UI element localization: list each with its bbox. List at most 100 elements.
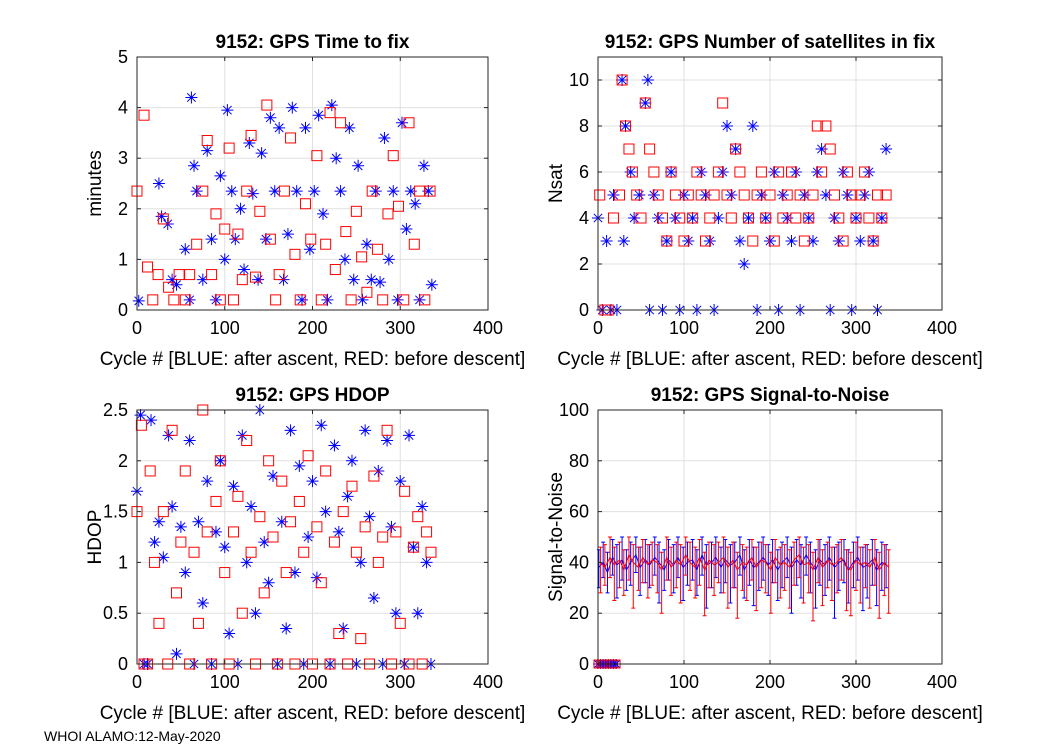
data-point-square xyxy=(179,294,191,306)
data-point-asterisk xyxy=(252,273,265,286)
data-point-square xyxy=(201,526,213,538)
data-point-square xyxy=(254,511,266,523)
data-point-asterisk xyxy=(352,159,365,172)
error-bar xyxy=(688,541,693,591)
error-bar xyxy=(872,539,877,586)
data-point-square xyxy=(302,450,314,462)
y-tick-label: 2 xyxy=(118,199,128,219)
data-point-square xyxy=(368,470,380,482)
data-point-asterisk xyxy=(686,212,699,224)
data-point-asterisk xyxy=(854,235,867,247)
data-point-square xyxy=(324,107,336,119)
data-point-asterisk xyxy=(134,409,147,422)
y-tick-label: 1 xyxy=(118,249,128,269)
data-point-square xyxy=(276,475,288,487)
y-tick-label: 80 xyxy=(569,451,589,471)
error-bar xyxy=(693,546,698,599)
data-point-asterisk xyxy=(240,556,253,569)
data-point-square xyxy=(144,465,156,477)
data-point-square xyxy=(794,189,806,201)
y-tick-label: 40 xyxy=(569,552,589,572)
x-tick-label: 400 xyxy=(473,672,503,692)
data-point-asterisk xyxy=(725,189,738,201)
y-tick-label: 4 xyxy=(118,98,128,118)
data-point-asterisk xyxy=(170,278,183,291)
data-point-square xyxy=(644,143,656,155)
data-point-asterisk xyxy=(290,185,303,198)
error-bar xyxy=(614,544,619,599)
data-point-asterisk xyxy=(660,235,673,247)
data-point-square xyxy=(768,235,780,247)
x-tick-label: 300 xyxy=(841,672,871,692)
data-point-square xyxy=(841,166,853,178)
data-point-square xyxy=(294,294,306,306)
data-point-asterisk xyxy=(802,212,815,224)
data-point-square xyxy=(366,185,378,197)
data-point-asterisk xyxy=(682,235,695,247)
data-point-square xyxy=(747,235,759,247)
data-point-asterisk xyxy=(633,189,646,201)
data-point-asterisk xyxy=(249,607,262,620)
data-point-square xyxy=(192,617,204,629)
error-bar xyxy=(659,551,664,614)
data-point-asterisk xyxy=(729,143,742,155)
data-point-square xyxy=(657,212,668,224)
y-axis-label: HDOP xyxy=(85,510,106,565)
data-point-asterisk xyxy=(367,591,380,604)
data-point-square xyxy=(377,531,389,543)
data-point-asterisk xyxy=(190,185,203,198)
data-point-asterisk xyxy=(152,515,165,528)
data-point-asterisk xyxy=(738,258,751,270)
chart-panel-4: 0 100 200 300 400 0 20 40 60 80 100 9152: GPS Signa… xyxy=(546,385,983,724)
data-point-asterisk xyxy=(628,212,641,224)
data-point-square xyxy=(639,97,651,109)
data-point-asterisk xyxy=(328,439,341,452)
data-point-asterisk xyxy=(315,419,328,432)
data-point-asterisk xyxy=(832,235,845,247)
data-point-square xyxy=(781,189,793,201)
data-point-square xyxy=(264,233,276,245)
error-bar xyxy=(778,546,783,599)
data-point-square xyxy=(245,129,257,141)
data-point-square xyxy=(236,607,248,619)
error-bar xyxy=(787,549,792,609)
data-point-square xyxy=(626,166,638,178)
y-tick-label: 4 xyxy=(579,208,589,228)
data-point-square xyxy=(837,235,849,247)
error-bar xyxy=(867,549,872,609)
data-point-square xyxy=(678,235,690,247)
error-bar xyxy=(823,544,828,596)
error-bar xyxy=(697,539,702,586)
data-point-asterisk xyxy=(188,159,201,172)
data-point-square xyxy=(232,228,244,240)
data-point-square xyxy=(311,150,323,162)
data-point-square xyxy=(261,99,273,111)
data-point-asterisk xyxy=(425,278,438,291)
data-point-asterisk xyxy=(382,253,395,266)
data-point-square xyxy=(142,261,154,273)
data-point-square xyxy=(674,212,686,224)
error-bar xyxy=(626,536,631,581)
data-point-square xyxy=(880,189,892,201)
y-tick-label: 0 xyxy=(579,654,589,674)
data-point-asterisk xyxy=(341,490,354,503)
error-bar xyxy=(792,541,797,586)
data-point-asterisk xyxy=(170,647,183,660)
data-point-square xyxy=(704,212,716,224)
y-tick-label: 2 xyxy=(118,451,128,471)
data-point-square xyxy=(816,166,828,178)
data-point-asterisk xyxy=(334,185,347,198)
error-bar xyxy=(631,544,636,609)
error-bar xyxy=(671,544,676,594)
data-point-asterisk xyxy=(262,576,275,589)
data-point-asterisk xyxy=(132,294,145,307)
error-bar xyxy=(754,546,759,612)
data-point-square xyxy=(359,521,371,533)
data-point-square xyxy=(254,205,266,217)
error-bar xyxy=(789,546,794,614)
data-point-asterisk xyxy=(369,185,382,198)
data-point-asterisk xyxy=(776,189,789,201)
data-point-square xyxy=(350,205,362,217)
data-point-asterisk xyxy=(409,197,422,210)
